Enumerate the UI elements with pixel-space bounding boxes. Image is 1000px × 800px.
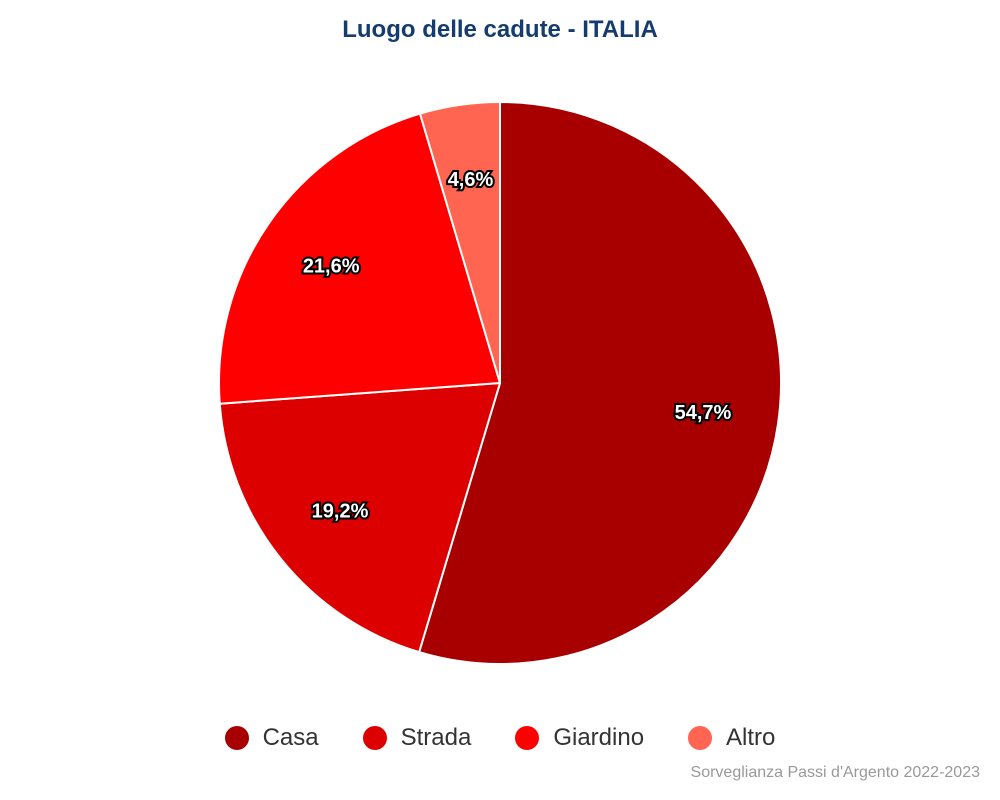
pie-slice-casa[interactable] — [418, 101, 783, 665]
legend: Casa Strada Giardino Altro — [0, 724, 1000, 752]
source-note: Sorveglianza Passi d'Argento 2022-2023 — [690, 764, 980, 781]
legend-swatch-giardino — [515, 726, 540, 750]
legend-item-strada[interactable]: Strada — [362, 724, 472, 752]
pie-slice-giardino[interactable] — [218, 112, 501, 405]
legend-swatch-casa — [224, 726, 249, 750]
legend-label-casa: Casa — [262, 724, 319, 751]
legend-item-casa[interactable]: Casa — [224, 724, 319, 752]
slice-label-giardino: 21,6% — [303, 255, 360, 277]
slice-label-strada: 19,2% — [312, 500, 369, 522]
legend-label-strada: Strada — [400, 724, 472, 751]
legend-label-giardino: Giardino — [553, 724, 645, 751]
legend-swatch-altro — [688, 726, 713, 750]
pie-slice-altro[interactable] — [418, 101, 501, 384]
legend-label-altro: Altro — [726, 724, 776, 751]
legend-swatch-strada — [362, 726, 387, 750]
slice-label-altro: 4,6% — [448, 169, 494, 191]
legend-item-altro[interactable]: Altro — [688, 724, 775, 752]
legend-item-giardino[interactable]: Giardino — [515, 724, 644, 752]
chart-title: Luogo delle cadute - ITALIA — [342, 16, 658, 43]
slice-label-casa: 54,7% — [675, 402, 732, 424]
pie-slice-strada[interactable] — [218, 382, 501, 654]
